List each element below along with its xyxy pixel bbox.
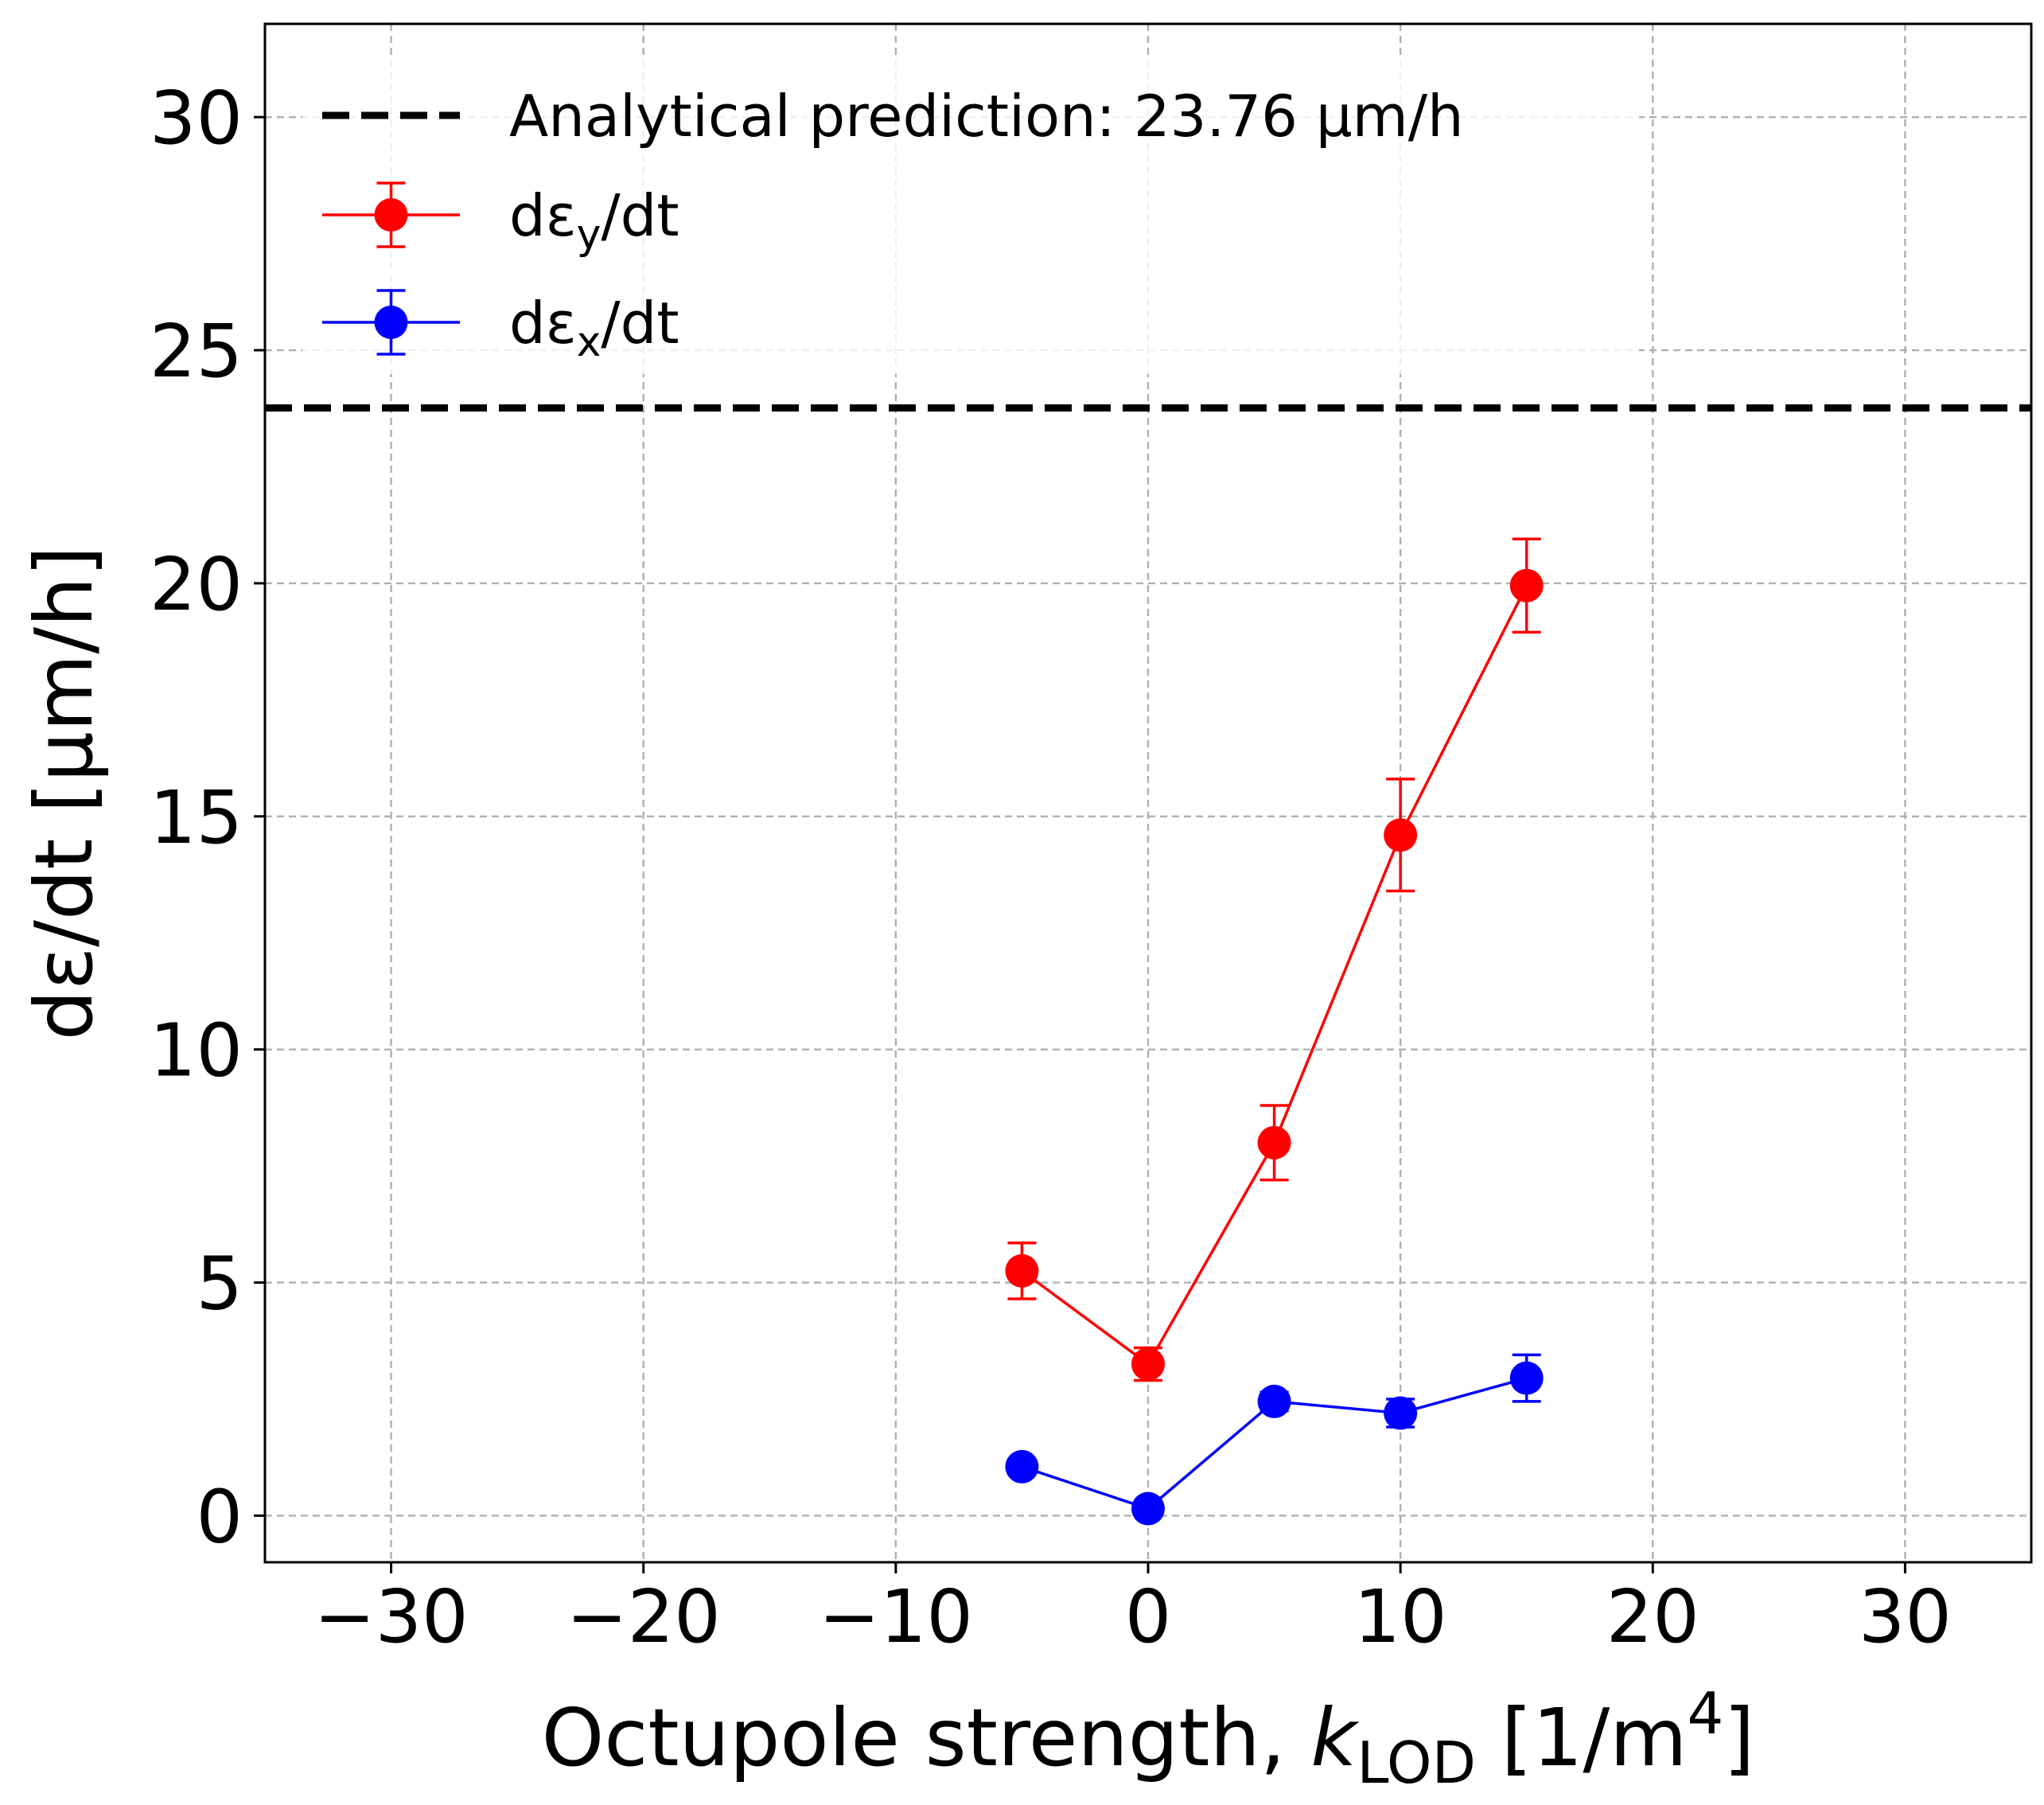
data-point xyxy=(1005,1253,1039,1288)
y-tick-label: 20 xyxy=(150,542,243,627)
y-tick-label: 15 xyxy=(150,775,243,860)
y-tick-label: 5 xyxy=(196,1242,243,1327)
legend-label-base: dε xyxy=(509,182,577,249)
data-point xyxy=(1384,1396,1418,1430)
data-point xyxy=(1509,568,1544,602)
x-axis-label-unit-open: [1/m xyxy=(1476,1691,1688,1784)
x-tick-label: −30 xyxy=(313,1574,468,1659)
x-tick-label: 20 xyxy=(1606,1574,1699,1659)
y-tick-label: 25 xyxy=(150,309,243,394)
legend-label-subscript: y xyxy=(577,211,602,259)
data-point xyxy=(1509,1361,1544,1395)
y-tick-label: 10 xyxy=(150,1008,243,1094)
x-axis-label-superscript: 4 xyxy=(1688,1680,1724,1747)
data-point xyxy=(1384,818,1418,852)
series-layer xyxy=(1005,537,1544,1526)
legend-entries: Analytical prediction: 23.76 μm/hdεy/dtd… xyxy=(322,83,1464,366)
x-tick-label: −20 xyxy=(566,1574,721,1659)
y-tick-label: 30 xyxy=(150,76,243,161)
legend-label-rest: /dt xyxy=(601,290,679,357)
x-axis-label-unit-close: ] xyxy=(1723,1691,1754,1784)
legend-label-series: dεx/dt xyxy=(509,290,679,366)
legend-handle-marker xyxy=(374,306,408,339)
tick-layer: −30 −20 −10 0 10 20 30 0 5 10 15 20 25 30 xyxy=(150,76,1952,1659)
legend-label-series: dεy/dt xyxy=(509,182,679,259)
x-axis-label-prefix: Octupole strength, xyxy=(542,1691,1311,1784)
series-line xyxy=(1021,585,1528,1366)
y-axis-label: dε/dt [μm/h] xyxy=(18,546,111,1041)
legend-box xyxy=(302,56,1639,374)
x-axis-label-subscript: LOD xyxy=(1357,1729,1476,1796)
legend-label-base: dε xyxy=(509,290,577,357)
legend-label-reference: Analytical prediction: 23.76 μm/h xyxy=(509,83,1464,150)
legend-label-subscript: x xyxy=(577,318,602,366)
x-tick-label: 0 xyxy=(1125,1574,1172,1659)
legend-label-rest: /dt xyxy=(601,182,679,249)
x-tick-label: 10 xyxy=(1354,1574,1447,1659)
series-y xyxy=(1005,537,1544,1382)
data-point xyxy=(1257,1125,1291,1160)
series-x xyxy=(1005,1353,1544,1526)
data-point xyxy=(1131,1347,1165,1382)
x-tick-label: 30 xyxy=(1859,1574,1952,1659)
legend: Analytical prediction: 23.76 μm/hdεy/dtd… xyxy=(302,56,1639,374)
data-point xyxy=(1131,1491,1165,1526)
data-point xyxy=(1257,1384,1291,1418)
x-tick-label: −10 xyxy=(819,1574,973,1659)
legend-handle-marker xyxy=(374,198,408,232)
y-tick-label: 0 xyxy=(196,1474,243,1559)
x-axis-label: Octupole strength, kLOD [1/m4] xyxy=(542,1680,1755,1796)
x-axis-label-variable: k xyxy=(1310,1691,1360,1784)
data-point xyxy=(1005,1449,1039,1483)
